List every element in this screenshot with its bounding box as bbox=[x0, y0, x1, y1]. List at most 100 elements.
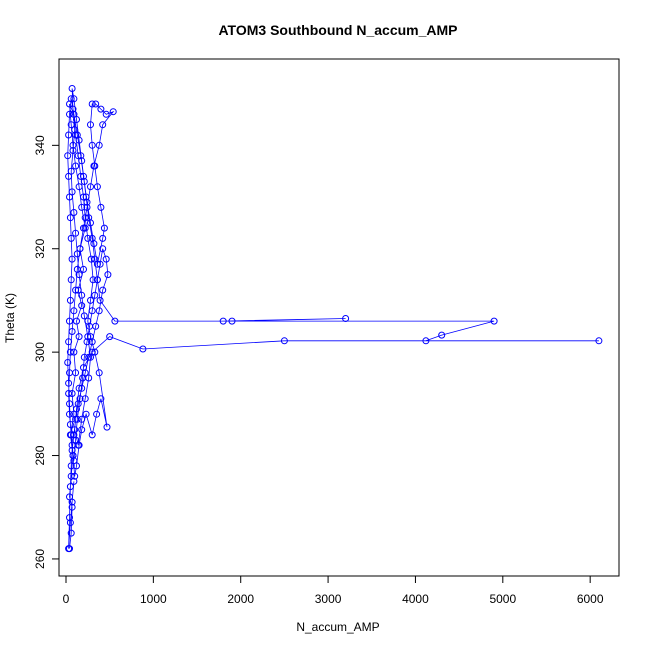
y-tick-label: 260 bbox=[33, 549, 47, 569]
data-point bbox=[71, 426, 79, 434]
data-point bbox=[64, 152, 72, 160]
data-point bbox=[91, 291, 99, 299]
data-point bbox=[73, 317, 80, 325]
data-point bbox=[91, 348, 99, 356]
data-point bbox=[342, 315, 350, 322]
data-point bbox=[75, 136, 83, 144]
data-point bbox=[109, 108, 117, 116]
data-point bbox=[67, 121, 75, 129]
chart-title: ATOM3 Southbound N_accum_AMP bbox=[218, 22, 457, 38]
data-point bbox=[72, 415, 80, 423]
data-point bbox=[87, 255, 95, 263]
data-point bbox=[422, 337, 430, 345]
data-point bbox=[67, 276, 75, 284]
data-point bbox=[99, 121, 107, 129]
data-point bbox=[139, 345, 147, 353]
data-point bbox=[84, 234, 92, 242]
data-point bbox=[82, 410, 90, 418]
data-point bbox=[82, 193, 90, 201]
data-point bbox=[69, 147, 77, 154]
data-point bbox=[111, 317, 119, 325]
data-point bbox=[93, 183, 101, 191]
data-point bbox=[67, 431, 75, 439]
data-point bbox=[83, 338, 91, 346]
data-point bbox=[66, 421, 74, 428]
data-point bbox=[68, 328, 76, 335]
data-point bbox=[76, 245, 84, 253]
data-point bbox=[78, 384, 86, 392]
y-tick-label: 300 bbox=[33, 342, 47, 362]
x-tick-label: 6000 bbox=[577, 592, 604, 606]
data-point bbox=[83, 198, 91, 206]
x-tick-label: 5000 bbox=[489, 592, 516, 606]
data-point bbox=[99, 245, 107, 253]
data-point bbox=[66, 514, 73, 522]
data-point bbox=[100, 224, 108, 232]
data-point bbox=[75, 441, 83, 449]
data-point bbox=[95, 141, 103, 149]
data-point bbox=[66, 410, 73, 418]
data-point bbox=[92, 322, 100, 330]
data-point bbox=[77, 172, 85, 180]
data-point bbox=[72, 131, 80, 139]
data-point bbox=[73, 265, 81, 273]
data-point bbox=[104, 271, 112, 279]
data-point bbox=[88, 307, 96, 315]
data-point bbox=[78, 157, 86, 165]
data-point bbox=[74, 286, 82, 294]
data-point bbox=[80, 312, 88, 320]
data-point bbox=[96, 260, 104, 268]
data-point bbox=[70, 110, 78, 118]
data-point bbox=[69, 141, 77, 149]
data-point bbox=[88, 100, 96, 108]
data-point bbox=[88, 141, 96, 149]
data-point bbox=[595, 337, 603, 345]
data-point bbox=[66, 317, 73, 325]
data-point bbox=[68, 390, 76, 397]
data-point bbox=[103, 423, 111, 431]
data-point bbox=[80, 172, 87, 180]
y-axis: 260 280 300 320 340 bbox=[33, 135, 60, 569]
x-tick-label: 4000 bbox=[402, 592, 429, 606]
data-point bbox=[97, 203, 105, 211]
data-point bbox=[106, 333, 114, 341]
data-point bbox=[81, 214, 89, 222]
data-point bbox=[65, 390, 73, 397]
data-point bbox=[66, 193, 73, 201]
data-point bbox=[65, 379, 73, 387]
data-point bbox=[83, 203, 91, 211]
data-point bbox=[71, 472, 79, 480]
data-point bbox=[74, 400, 82, 408]
data-point bbox=[89, 276, 97, 284]
data-point bbox=[64, 359, 72, 366]
data-point bbox=[75, 183, 83, 191]
data-point bbox=[65, 172, 73, 180]
data-point bbox=[68, 498, 76, 506]
data-point bbox=[69, 105, 77, 113]
data-point bbox=[68, 255, 76, 263]
data-point bbox=[70, 477, 78, 485]
data-point bbox=[490, 317, 498, 325]
data-point bbox=[66, 369, 73, 377]
x-axis: 0 1000 2000 3000 4000 5000 6000 bbox=[63, 575, 604, 606]
data-point bbox=[97, 395, 105, 403]
data-point bbox=[68, 446, 76, 454]
data-point bbox=[77, 152, 85, 160]
data-point bbox=[70, 431, 78, 439]
data-point bbox=[80, 224, 87, 232]
x-tick-label: 1000 bbox=[140, 592, 167, 606]
data-point bbox=[66, 519, 74, 527]
data-point bbox=[68, 85, 76, 92]
data-point bbox=[78, 203, 86, 211]
data-point bbox=[87, 219, 94, 227]
data-series bbox=[64, 85, 603, 553]
data-point bbox=[72, 162, 80, 170]
data-point bbox=[75, 384, 83, 392]
data-point bbox=[85, 353, 93, 361]
data-point bbox=[96, 296, 104, 304]
data-point bbox=[71, 126, 79, 134]
data-point bbox=[280, 337, 288, 345]
data-point bbox=[69, 452, 77, 459]
data-point bbox=[88, 431, 96, 439]
